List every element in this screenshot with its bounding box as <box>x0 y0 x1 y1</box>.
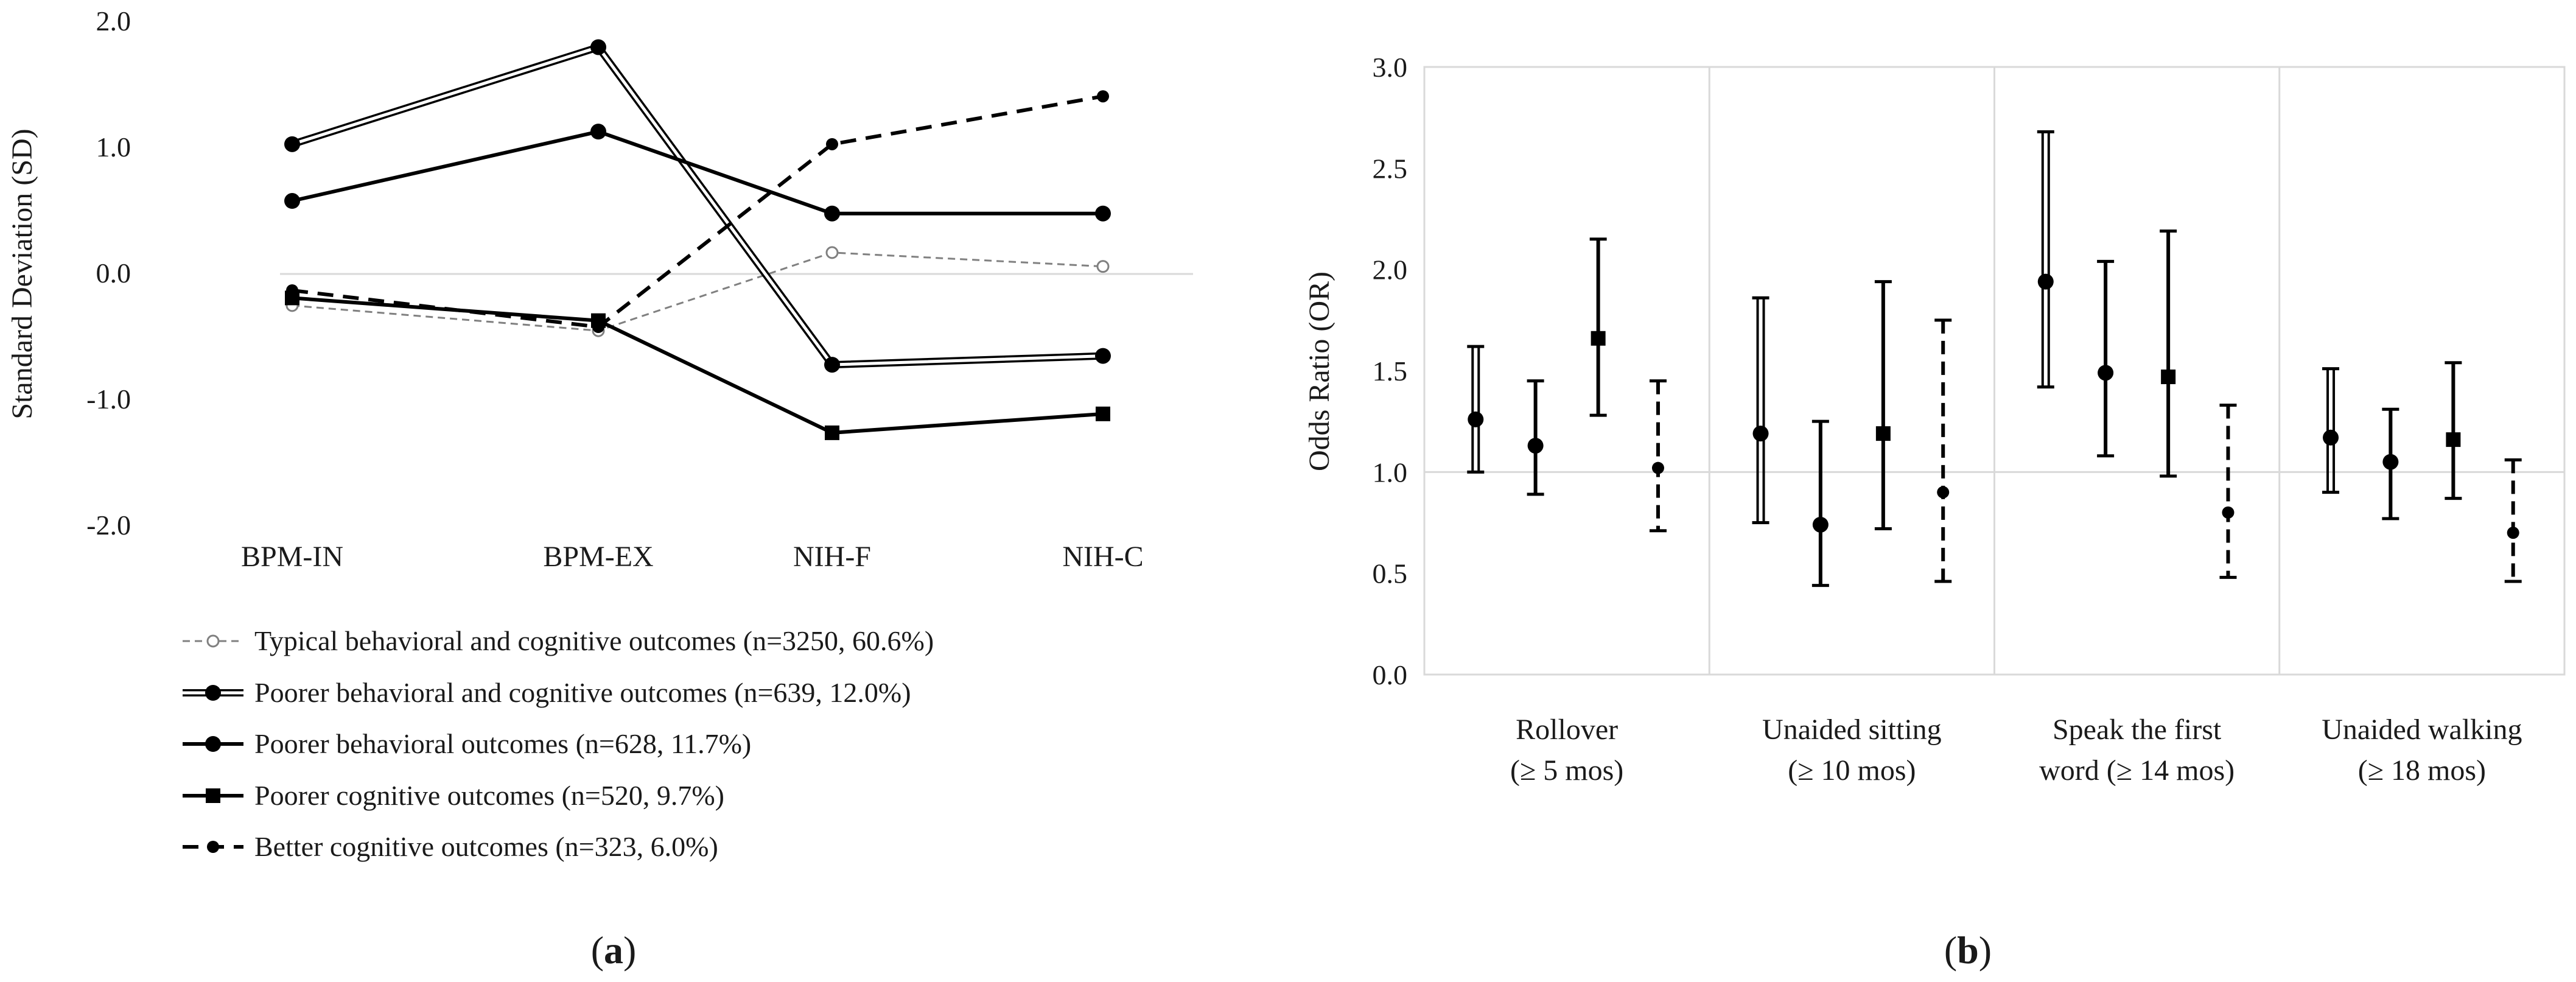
panel-a-y-axis-label: Standard Deviation (SD) <box>6 128 38 419</box>
data-point <box>284 136 300 152</box>
category-label-line1: Speak the first <box>2053 714 2222 746</box>
category-label-line2: (≥ 5 mos) <box>1510 754 1623 787</box>
data-point <box>1096 407 1110 421</box>
data-point <box>825 426 839 440</box>
odds-ratio-point <box>2098 365 2113 381</box>
series-line <box>292 253 1103 331</box>
odds-ratio-point <box>1652 462 1664 474</box>
odds-ratio-point <box>1591 331 1606 346</box>
y-tick-label: 1.5 <box>1373 356 1408 387</box>
y-tick-label: 0.0 <box>96 258 131 289</box>
data-point <box>1095 348 1111 364</box>
panel-b-y-tick-labels: 3.0 2.5 2.0 1.5 1.0 0.5 0.0 <box>1373 52 1408 690</box>
panel-a-legend: Typical behavioral and cognitive outcome… <box>183 625 934 862</box>
legend-marker <box>208 636 219 647</box>
y-tick-label: 2.0 <box>1373 254 1408 286</box>
panel-b-category-labels: Rollover (≥ 5 mos) Unaided sitting (≥ 10 mo… <box>1510 714 2522 787</box>
panel-a-series-lines <box>292 47 1103 432</box>
figure-canvas: Standard Deviation (SD) 2.0 1.0 0.0 -1.0 -2.… <box>0 0 2576 982</box>
panel-a-x-tick-labels: BPM-IN BPM-EX NIH-F NIH-C <box>241 541 1144 573</box>
odds-ratio-point <box>2038 274 2054 290</box>
x-tick-label: BPM-IN <box>241 541 343 573</box>
category-label-line1: Unaided walking <box>2322 714 2522 746</box>
data-point <box>827 247 838 258</box>
panel-b-y-axis-label: Odds Ratio (OR) <box>1303 272 1335 471</box>
y-tick-label: -1.0 <box>86 384 131 415</box>
y-tick-label: 2.0 <box>96 5 131 37</box>
y-tick-label: -2.0 <box>86 510 131 541</box>
panel-a-line-chart: Standard Deviation (SD) 2.0 1.0 0.0 -1.0 -2.… <box>6 5 1193 972</box>
odds-ratio-point <box>2161 370 2175 384</box>
legend-label: Poorer behavioral and cognitive outcomes… <box>254 677 911 708</box>
category-label-line1: Rollover <box>1516 714 1618 746</box>
y-tick-label: 1.0 <box>1373 457 1408 488</box>
y-tick-label: 0.0 <box>1373 659 1408 690</box>
category-label-line2: word (≥ 14 mos) <box>2039 754 2235 787</box>
data-point <box>1097 90 1109 102</box>
series-line-inner <box>292 47 1103 365</box>
category-label-line2: (≥ 18 mos) <box>2358 754 2486 787</box>
category-label-line2: (≥ 10 mos) <box>1788 754 1916 787</box>
x-tick-label: NIH-F <box>793 541 871 573</box>
panel-b-caption-letter: b <box>1957 928 1979 972</box>
panel-a-caption-label: (a) <box>591 928 637 972</box>
odds-ratio-point <box>2222 507 2234 519</box>
data-point <box>590 39 606 55</box>
odds-ratio-point <box>1528 438 1544 454</box>
odds-ratio-point <box>1813 517 1829 533</box>
odds-ratio-point <box>1468 412 1483 427</box>
data-point <box>590 124 606 139</box>
y-tick-label: 3.0 <box>1373 52 1408 83</box>
legend-marker <box>205 736 221 752</box>
odds-ratio-point <box>1753 426 1769 441</box>
odds-ratio-point <box>2382 454 2398 470</box>
odds-ratio-point <box>1876 426 1891 441</box>
series-line <box>292 298 1103 432</box>
x-tick-label: NIH-C <box>1062 541 1143 573</box>
odds-ratio-point <box>2323 430 2339 446</box>
legend-label: Better cognitive outcomes (n=323, 6.0%) <box>254 831 718 862</box>
x-tick-label: BPM-EX <box>543 541 653 573</box>
data-point <box>826 138 838 150</box>
data-point <box>1095 206 1111 222</box>
legend-label: Typical behavioral and cognitive outcome… <box>254 625 934 656</box>
series-line-outer <box>292 47 1103 365</box>
panel-b-odds-ratio-chart: Odds Ratio (OR) 3.0 2.5 2.0 1.5 1.0 0.5 0.0 Ro… <box>1303 52 2564 972</box>
odds-ratio-point <box>1937 486 1949 499</box>
legend-marker <box>205 685 221 701</box>
series-line <box>292 96 1103 327</box>
data-point <box>824 357 840 373</box>
legend-label: Poorer cognitive outcomes (n=520, 9.7%) <box>254 780 724 811</box>
y-tick-label: 2.5 <box>1373 153 1408 184</box>
legend-marker <box>206 788 220 803</box>
legend-label: Poorer behavioral outcomes (n=628, 11.7%… <box>254 728 751 759</box>
data-point <box>1097 261 1108 272</box>
category-label-line1: Unaided sitting <box>1762 714 1942 746</box>
panel-a-series-markers <box>284 39 1111 440</box>
panel-b-caption-label: (b) <box>1944 928 1992 972</box>
odds-ratio-point <box>2446 432 2460 447</box>
panel-b-gridlines <box>1424 67 2564 675</box>
odds-ratio-point <box>2507 527 2519 539</box>
panel-a-caption-letter: a <box>604 928 623 972</box>
legend-marker <box>207 841 219 853</box>
data-point <box>824 206 840 222</box>
series-line <box>292 132 1103 214</box>
y-tick-label: 0.5 <box>1373 558 1408 589</box>
data-point <box>284 193 300 209</box>
panel-a-y-tick-labels: 2.0 1.0 0.0 -1.0 -2.0 <box>86 5 131 541</box>
data-point <box>286 284 298 296</box>
y-tick-label: 1.0 <box>96 132 131 163</box>
data-point <box>592 321 604 333</box>
